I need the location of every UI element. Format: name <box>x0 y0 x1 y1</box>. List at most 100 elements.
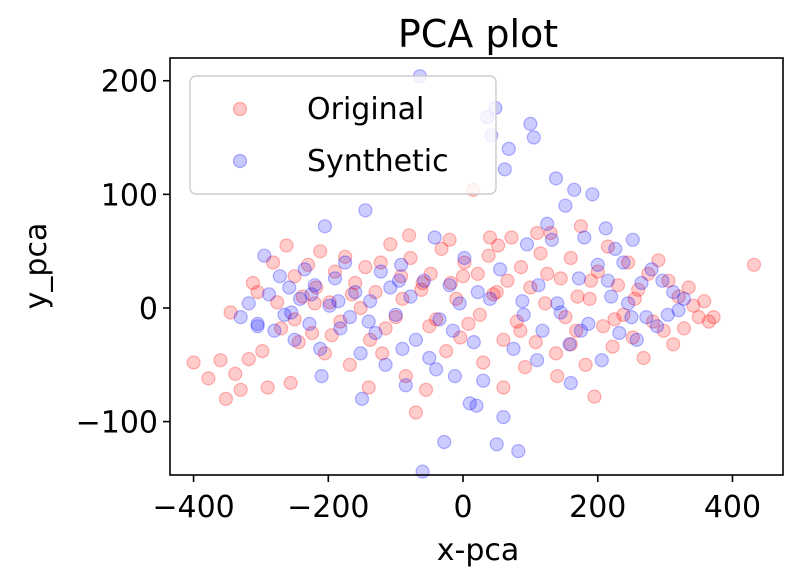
scatter-point-original-84 <box>610 278 626 293</box>
scatter-point-original-71 <box>548 346 564 361</box>
scatter-point-synthetic-26 <box>373 264 388 279</box>
scatter-point-original-33 <box>363 332 378 347</box>
scatter-point-synthetic-54 <box>506 341 521 356</box>
x-tick-label: 400 <box>704 490 761 525</box>
scatter-point-original-96 <box>671 289 686 304</box>
scatter-point-original-125 <box>540 266 555 281</box>
scatter-point-original-62 <box>504 230 519 245</box>
scatter-point-original-3 <box>218 391 233 406</box>
scatter-point-synthetic-39 <box>437 434 452 450</box>
scatter-point-original-64 <box>513 260 529 275</box>
scatter-point-synthetic-12 <box>302 316 317 331</box>
scatter-point-synthetic-19 <box>338 255 353 270</box>
scatter-point-original-106 <box>442 232 457 247</box>
y-axis: −100 0 100 200 <box>76 65 170 441</box>
scatter-point-original-52 <box>457 255 472 270</box>
scatter-point-synthetic-102 <box>563 375 578 391</box>
plot-frame <box>169 57 784 476</box>
scatter-point-synthetic-81 <box>625 232 640 247</box>
scatter-point-original-22 <box>309 280 324 295</box>
scatter-point-original-89 <box>636 350 651 366</box>
scatter-point-synthetic-27 <box>378 357 393 372</box>
scatter-point-synthetic-37 <box>427 230 442 245</box>
scatter-point-original-36 <box>378 321 393 336</box>
scatter-point-synthetic-67 <box>562 337 577 352</box>
scatter-point-synthetic-8 <box>282 280 297 295</box>
scatter-point-synthetic-111 <box>550 296 565 311</box>
scatter-point-synthetic-46 <box>470 285 485 300</box>
scatter-point-synthetic-53 <box>501 141 516 156</box>
scatter-point-original-20 <box>301 257 316 272</box>
scatter-point-original-127 <box>583 273 599 288</box>
scatter-point-synthetic-74 <box>594 353 609 368</box>
scatter-point-original-99 <box>686 298 701 313</box>
scatter-point-original-58 <box>486 287 501 302</box>
scatter-point-original-40 <box>398 369 413 384</box>
scatter-point-original-119 <box>395 291 410 306</box>
scatter-point-synthetic-41 <box>447 369 462 384</box>
scatter-point-original-41 <box>403 250 418 266</box>
y-tick-label: 0 <box>139 292 158 327</box>
scatter-point-synthetic-24 <box>363 294 378 309</box>
scatter-point-synthetic-64 <box>548 171 564 186</box>
scatter-point-synthetic-31 <box>398 378 413 393</box>
legend: Original Synthetic <box>189 75 497 195</box>
scatter-point-original-9 <box>250 285 265 300</box>
scatter-point-original-107 <box>482 230 498 245</box>
scatter-point-original-73 <box>558 310 573 325</box>
legend-label-original: Original <box>307 92 424 127</box>
scatter-point-original-65 <box>517 360 533 375</box>
scatter-point-original-25 <box>322 295 337 310</box>
scatter-point-original-0 <box>186 355 201 370</box>
scatter-point-original-77 <box>578 357 593 372</box>
y-tick-label: −100 <box>76 406 158 441</box>
scatter-point-synthetic-79 <box>616 255 631 270</box>
scatter-point-synthetic-94 <box>250 316 265 331</box>
scatter-point-original-75 <box>569 323 584 338</box>
scatter-point-original-116 <box>324 328 339 343</box>
scatter-point-synthetic-44 <box>462 396 477 411</box>
scatter-point-original-10 <box>255 344 270 359</box>
scatter-point-synthetic-32 <box>403 289 418 304</box>
scatter-point-original-94 <box>661 273 676 288</box>
scatter-point-original-43 <box>414 282 429 297</box>
scatter-point-synthetic-103 <box>284 305 299 320</box>
scatter-point-synthetic-66 <box>558 198 573 213</box>
scatter-point-synthetic-36 <box>422 350 437 366</box>
scatter-point-synthetic-80 <box>620 296 636 311</box>
scatter-point-original-102 <box>701 314 717 329</box>
scatter-point-original-42 <box>408 405 423 420</box>
scatter-point-synthetic-65 <box>553 305 568 320</box>
scatter-point-original-37 <box>383 237 398 252</box>
scatter-point-original-44 <box>418 382 434 397</box>
scatter-point-synthetic-96 <box>354 391 370 406</box>
scatter-point-original-16 <box>283 375 298 391</box>
scatter-point-original-120 <box>422 319 437 334</box>
x-axis: −400 −200 0 200 400 <box>152 475 761 525</box>
scatter-point-original-69 <box>538 296 553 311</box>
scatter-point-original-67 <box>528 335 543 350</box>
scatter-point-original-15 <box>279 238 294 253</box>
scatter-point-original-128 <box>607 312 622 327</box>
scatter-point-synthetic-62 <box>540 216 555 231</box>
scatter-point-original-56 <box>476 355 491 370</box>
scatter-point-synthetic-16 <box>322 298 337 313</box>
scatter-point-synthetic-60 <box>531 278 546 293</box>
scatter-point-synthetic-110 <box>516 307 531 322</box>
scatter-point-original-35 <box>373 255 388 270</box>
scatter-point-original-53 <box>461 316 476 331</box>
scatter-point-synthetic-106 <box>361 314 376 329</box>
scatter-point-synthetic-73 <box>590 257 605 272</box>
scatter-point-original-87 <box>625 330 640 345</box>
scatter-point-original-14 <box>274 321 289 336</box>
legend-box <box>189 75 497 195</box>
scatter-point-original-82 <box>600 239 616 254</box>
scatter-point-original-103 <box>706 310 721 325</box>
scatter-point-synthetic-20 <box>342 310 357 325</box>
scatter-point-original-26 <box>327 264 343 279</box>
scatter-point-original-63 <box>509 314 525 329</box>
scatter-point-synthetic-72 <box>585 187 600 202</box>
scatter-point-original-72 <box>553 271 568 286</box>
scatter-point-synthetic-42 <box>452 296 467 311</box>
